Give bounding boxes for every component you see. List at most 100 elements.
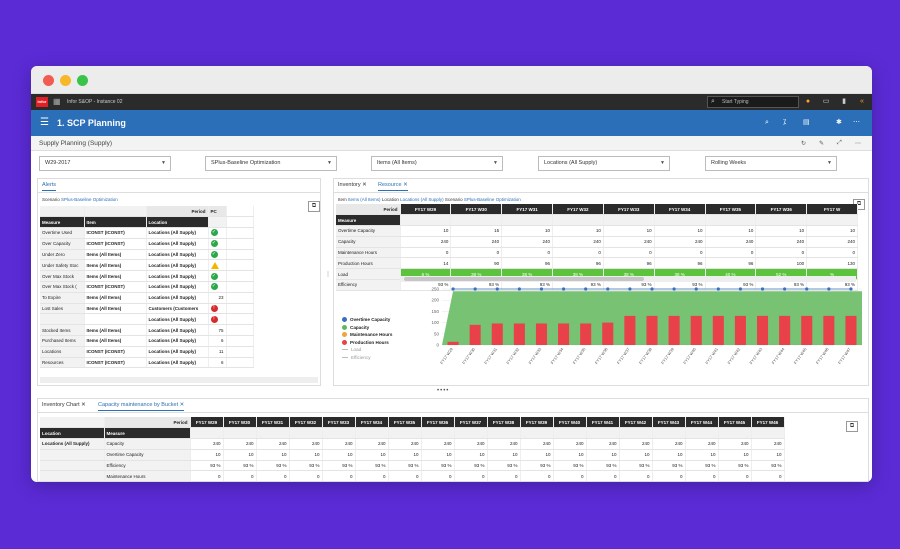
table-row[interactable]: Locations (All Supply) Capacity 240 240 240 2… — [40, 438, 785, 450]
table-row[interactable]: Over Max Stock (ICONST (ICONST) Locations… — [40, 281, 254, 293]
apps-grid-icon[interactable]: ▦ — [53, 97, 61, 106]
legend-item[interactable]: Efficiency — [342, 354, 392, 362]
overtime-point[interactable] — [672, 287, 676, 291]
edit-icon[interactable]: ✎ — [819, 141, 825, 147]
table-row[interactable]: Production Hours 14 90 96 96 96 96 96 100 130 — [336, 257, 858, 270]
production-bar[interactable] — [491, 323, 503, 345]
production-bar[interactable] — [624, 315, 636, 345]
overtime-point[interactable] — [606, 287, 610, 291]
location-link[interactable]: Locations (All Supply) — [400, 197, 444, 202]
production-bar[interactable] — [558, 323, 570, 345]
table-row[interactable]: Overtime Used ICONST (ICONST) Locations (A… — [40, 227, 254, 239]
alerts-scrollbar[interactable] — [40, 377, 318, 383]
production-bar[interactable] — [535, 323, 547, 345]
overtime-point[interactable] — [451, 287, 455, 291]
tools-icon[interactable]: ⁒ — [783, 119, 787, 126]
table-row[interactable]: Overtime Capacity 10 15 10 10 10 10 10 10 10 — [336, 225, 858, 237]
tab-alerts[interactable]: Alerts — [42, 182, 57, 191]
overtime-point[interactable] — [473, 287, 477, 291]
production-bar[interactable] — [690, 315, 702, 345]
bucket-select[interactable]: Rolling Weeks ▼ — [705, 156, 837, 171]
scenario-link[interactable]: SPlus-Baseline Optimization — [61, 197, 118, 202]
production-bar[interactable] — [668, 315, 680, 345]
search-icon[interactable]: ⌕ — [765, 119, 769, 126]
legend-item[interactable]: Production Hours — [342, 339, 392, 347]
table-row[interactable]: Efficiency 93 % 93 % 93 % 93 % 93 % 93 % 93 % 93… — [336, 279, 858, 291]
table-row[interactable]: To Expire Items (All Items) Locations (All… — [40, 292, 254, 304]
maximize-window-button[interactable] — [77, 75, 88, 86]
table-row[interactable]: Over Capacity ICONST (ICONST) Locations (A… — [40, 238, 254, 250]
overtime-point[interactable] — [716, 287, 720, 291]
user-icon[interactable]: ● — [805, 98, 811, 105]
production-bar[interactable] — [447, 341, 459, 345]
overtime-point[interactable] — [849, 287, 853, 291]
production-bar[interactable] — [602, 322, 614, 345]
overtime-point[interactable] — [561, 287, 566, 291]
locations-select[interactable]: Locations (All Supply) ▼ — [538, 156, 670, 171]
legend-item[interactable]: Maintenance Hours — [342, 331, 392, 339]
tab-inventory-chart[interactable]: Inventory Chart ✕ — [42, 402, 86, 408]
scrollbar-thumb[interactable] — [404, 277, 644, 281]
table-row[interactable]: Under Safety Stoc Items (All Items) Locati… — [40, 259, 254, 272]
close-icon[interactable]: ✕ — [403, 182, 408, 188]
scenario-link[interactable]: SPlus-Baseline Optimization — [463, 197, 521, 202]
table-row[interactable]: Efficiency 93 % 93 % 93 % 93 % 93 % 93 % 93 % 93… — [40, 460, 785, 472]
production-bar[interactable] — [757, 315, 769, 345]
overtime-point[interactable] — [694, 287, 698, 291]
table-row[interactable]: Overtime Capacity 10 10 10 10 10 10 10 10 10 10 10 1… — [40, 449, 785, 461]
global-search-input[interactable]: ⌕ Start Typing — [707, 96, 799, 108]
overtime-point[interactable] — [495, 287, 499, 291]
more-icon[interactable]: ⋯ — [855, 141, 861, 147]
production-bar[interactable] — [823, 315, 835, 345]
horizontal-splitter[interactable]: •••• — [437, 388, 450, 394]
table-row[interactable]: Maintenance Hours 0 0 0 0 0 0 0 0 0 0 0 0 0 0 0 0 0 0 — [40, 470, 785, 481]
chat-icon[interactable]: ▭ — [822, 98, 830, 105]
table-row[interactable]: Load 6 % 38 % 38 % 38 % 38 % 38 % 40 % 52 %% — [336, 268, 858, 281]
close-icon[interactable]: ✕ — [81, 402, 86, 408]
legend-item[interactable]: Load — [342, 346, 392, 354]
table-row[interactable]: Purchased Items Items (All Items) Location… — [40, 335, 254, 347]
resource-scrollbar[interactable] — [400, 276, 856, 282]
legend-item[interactable]: Overtime Capacity — [342, 316, 392, 324]
tab-inventory[interactable]: Inventory ✕ — [338, 182, 367, 188]
vertical-splitter[interactable]: ⋯ — [324, 271, 330, 278]
production-bar[interactable] — [779, 315, 791, 345]
overtime-point[interactable] — [738, 287, 743, 291]
table-row[interactable]: Maintenance Hours 0 0 0 0 0 0 0 0 0 — [336, 247, 858, 259]
overtime-point[interactable] — [827, 287, 831, 291]
table-row[interactable]: Lost Sales Items (All Items) Customers (Cu… — [40, 303, 254, 315]
table-row[interactable]: Capacity 240 240 240 240 240 240 240 240 240 — [336, 236, 858, 248]
gear-icon[interactable]: ✱ — [836, 119, 842, 126]
table-row[interactable]: Locations (All Supply)! — [40, 313, 254, 326]
production-bar[interactable] — [513, 323, 525, 345]
table-row[interactable]: Resources ICONST (ICONST) Locations (All S… — [40, 357, 254, 369]
xml-icon[interactable]: ▤ — [803, 119, 810, 126]
menu-icon[interactable]: ☰ — [40, 117, 49, 128]
production-bar[interactable] — [469, 324, 481, 345]
production-bar[interactable] — [712, 315, 724, 345]
table-row[interactable]: Over Max Stock Items (All Items) Locations… — [40, 270, 254, 283]
table-row[interactable]: Stocked Items Items (All Items) Locations … — [40, 324, 254, 337]
scenario-select[interactable]: SPlus-Baseline Optimization ▼ — [205, 156, 337, 171]
close-window-button[interactable] — [43, 75, 54, 86]
infor-logo[interactable]: infor — [36, 97, 48, 107]
table-row[interactable]: Locations ICONST (ICONST) Locations (All S… — [40, 346, 254, 358]
overtime-point[interactable] — [539, 287, 544, 291]
item-link[interactable]: Items (All Items) — [348, 197, 381, 202]
production-bar[interactable] — [845, 315, 857, 345]
overtime-point[interactable] — [650, 287, 654, 291]
production-bar[interactable] — [646, 315, 658, 345]
copy-icon[interactable]: ⧉ — [308, 201, 320, 212]
bookmark-icon[interactable]: ▮ — [842, 98, 846, 105]
overtime-point[interactable] — [805, 287, 809, 291]
refresh-icon[interactable]: ↻ — [801, 141, 807, 147]
production-bar[interactable] — [580, 323, 592, 345]
collapse-icon[interactable]: « — [860, 98, 864, 105]
close-icon[interactable]: ✕ — [362, 182, 367, 188]
expand-icon[interactable]: ⤢ — [837, 140, 842, 146]
tab-capacity-maintenance[interactable]: Capacity maintenance by Bucket ✕ — [98, 402, 185, 411]
copy-icon[interactable]: ⧉ — [846, 421, 858, 432]
overtime-point[interactable] — [584, 287, 588, 291]
tab-resource[interactable]: Resource ✕ — [378, 182, 408, 191]
overtime-point[interactable] — [517, 287, 521, 291]
